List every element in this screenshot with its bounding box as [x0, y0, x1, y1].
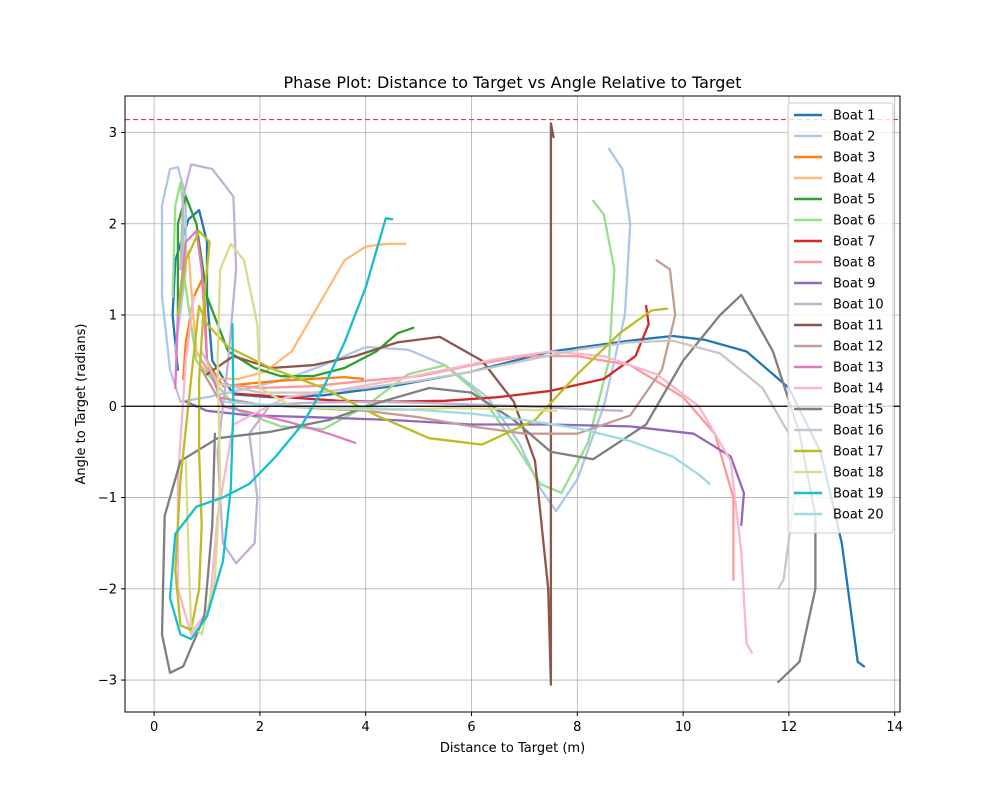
y-tick-label: −3 [98, 674, 117, 689]
legend-label-boat-16: Boat 16 [833, 424, 884, 439]
x-tick-label: 12 [781, 720, 798, 735]
legend-label-boat-9: Boat 9 [833, 277, 875, 292]
legend-label-boat-4: Boat 4 [833, 172, 875, 187]
legend-label-boat-7: Boat 7 [833, 235, 875, 250]
legend-label-boat-14: Boat 14 [833, 382, 884, 397]
legend-label-boat-18: Boat 18 [833, 466, 884, 481]
x-tick-label: 14 [886, 720, 903, 735]
series-line-boat-7 [232, 304, 650, 403]
y-tick-label: −2 [98, 582, 117, 597]
x-tick-label: 0 [150, 720, 158, 735]
x-tick-label: 6 [467, 720, 475, 735]
legend-label-boat-11: Boat 11 [833, 319, 884, 334]
chart-title: Phase Plot: Distance to Target vs Angle … [283, 73, 741, 92]
legend-label-boat-8: Boat 8 [833, 256, 875, 271]
series-line-boat-17 [174, 229, 669, 632]
legend-label-boat-10: Boat 10 [833, 298, 884, 313]
x-tick-label: 2 [256, 720, 264, 735]
series-line-boat-2 [160, 147, 632, 513]
series-line-boat-19 [168, 217, 394, 641]
legend-box [787, 102, 894, 534]
y-tick-label: −1 [98, 491, 117, 506]
series-line-boat-11 [205, 122, 555, 686]
legend-label-boat-15: Boat 15 [833, 403, 884, 418]
legend-label-boat-2: Boat 2 [833, 130, 875, 145]
legend-label-boat-20: Boat 20 [833, 508, 884, 523]
series-line-boat-18 [184, 242, 558, 636]
legend-label-boat-3: Boat 3 [833, 151, 875, 166]
series-line-boat-1 [171, 208, 866, 668]
legend: Boat 1 Boat 2 Boat 3 Boat 4 Boat 5 Boat 6 Boat… [787, 102, 894, 534]
series-line-boat-14 [176, 295, 754, 654]
y-tick-label: 1 [109, 309, 117, 324]
y-axis-label: Angle to Target (radians) [74, 324, 89, 485]
x-tick-label: 8 [573, 720, 581, 735]
x-tick-label: 10 [675, 720, 692, 735]
legend-label-boat-1: Boat 1 [833, 109, 875, 124]
series-line-boat-5 [176, 195, 415, 378]
plot-frame [124, 95, 901, 713]
legend-label-boat-17: Boat 17 [833, 445, 884, 460]
y-tick-label: 2 [109, 217, 117, 232]
x-tick-label: 4 [362, 720, 370, 735]
y-tick-label: 0 [109, 400, 117, 415]
series-line-boat-10 [179, 163, 624, 565]
x-axis-label: Distance to Target (m) [440, 741, 585, 756]
legend-label-boat-12: Boat 12 [833, 340, 884, 355]
series-line-boat-8 [200, 354, 735, 581]
legend-label-boat-19: Boat 19 [833, 487, 884, 502]
series-line-boat-9 [184, 400, 746, 527]
legend-label-boat-6: Boat 6 [833, 214, 875, 229]
legend-label-boat-13: Boat 13 [833, 361, 884, 376]
plot-area [125, 118, 900, 686]
y-tick-label: 3 [109, 126, 117, 141]
legend-label-boat-5: Boat 5 [833, 193, 875, 208]
